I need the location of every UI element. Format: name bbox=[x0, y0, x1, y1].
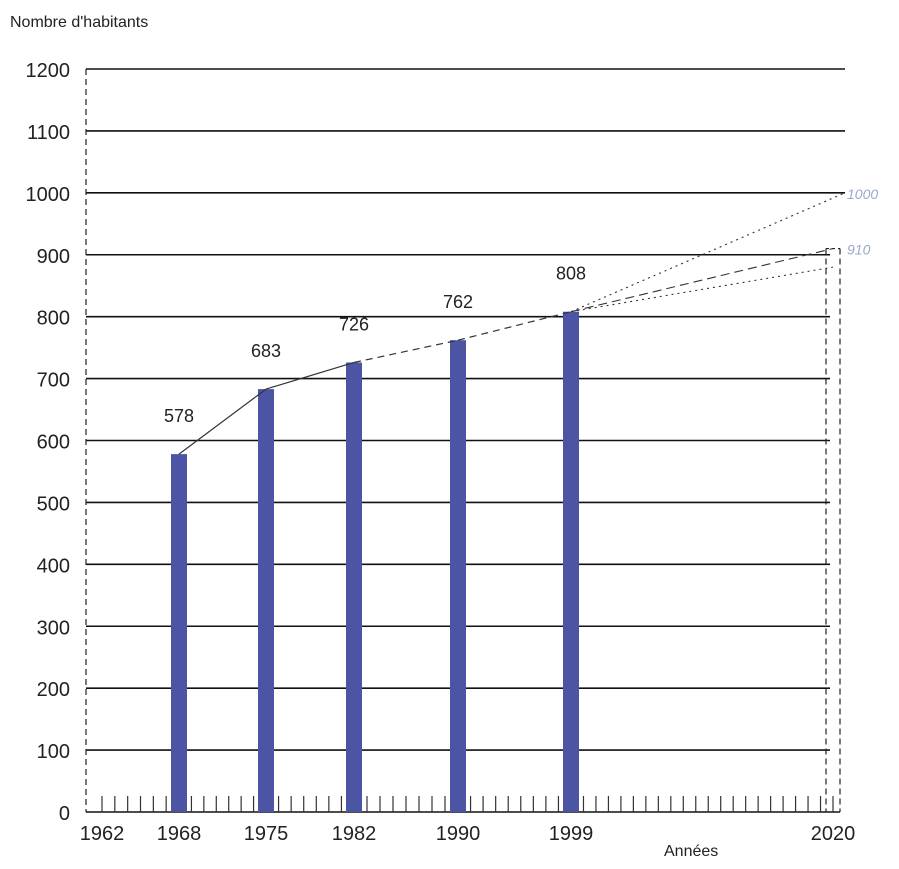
trend-line-segment bbox=[178, 388, 267, 455]
x-tick-label: 1962 bbox=[80, 823, 125, 845]
bar bbox=[171, 454, 187, 812]
y-tick-label: 600 bbox=[37, 432, 70, 454]
bar-value-label: 683 bbox=[251, 341, 281, 361]
projection-value-label: 1000 bbox=[847, 186, 878, 202]
bar bbox=[563, 311, 579, 812]
x-tick-label: 2020 bbox=[811, 823, 856, 845]
y-tick-label: 800 bbox=[37, 308, 70, 330]
y-tick-label: 700 bbox=[37, 370, 70, 392]
y-tick-label: 200 bbox=[37, 679, 70, 701]
trend-line-segment bbox=[353, 339, 459, 364]
y-tick-label: 0 bbox=[59, 803, 70, 825]
y-tick-label: 400 bbox=[37, 555, 70, 577]
y-tick-label: 1200 bbox=[26, 60, 71, 82]
bar-value-label: 762 bbox=[443, 292, 473, 312]
x-tick-label: 1982 bbox=[332, 823, 377, 845]
y-tick-label: 900 bbox=[37, 246, 70, 268]
y-tick-label: 1100 bbox=[27, 122, 70, 144]
x-axis-title: Années bbox=[664, 843, 719, 860]
bar-value-label: 726 bbox=[339, 314, 369, 334]
y-tick-label: 1000 bbox=[26, 184, 71, 206]
y-axis-title: Nombre d'habitants bbox=[10, 14, 149, 31]
y-tick-label: 300 bbox=[37, 617, 70, 639]
y-tick-label: 100 bbox=[37, 741, 70, 763]
projection-line bbox=[570, 248, 834, 313]
x-tick-label: 1975 bbox=[244, 823, 289, 845]
x-tick-label: 1968 bbox=[157, 823, 202, 845]
bar bbox=[450, 340, 466, 812]
projection-line bbox=[570, 266, 834, 313]
x-tick-label: 1999 bbox=[549, 823, 594, 845]
bar bbox=[346, 362, 362, 812]
bar-value-label: 578 bbox=[164, 406, 194, 426]
y-tick-label: 500 bbox=[37, 493, 70, 515]
projection-value-label: 910 bbox=[847, 242, 871, 258]
projection-line bbox=[570, 192, 846, 313]
bar-value-label: 808 bbox=[556, 264, 586, 284]
trend-line-segment bbox=[265, 361, 355, 390]
trend-line-segment bbox=[457, 311, 572, 341]
x-tick-label: 1990 bbox=[436, 823, 481, 845]
bar bbox=[258, 389, 274, 812]
